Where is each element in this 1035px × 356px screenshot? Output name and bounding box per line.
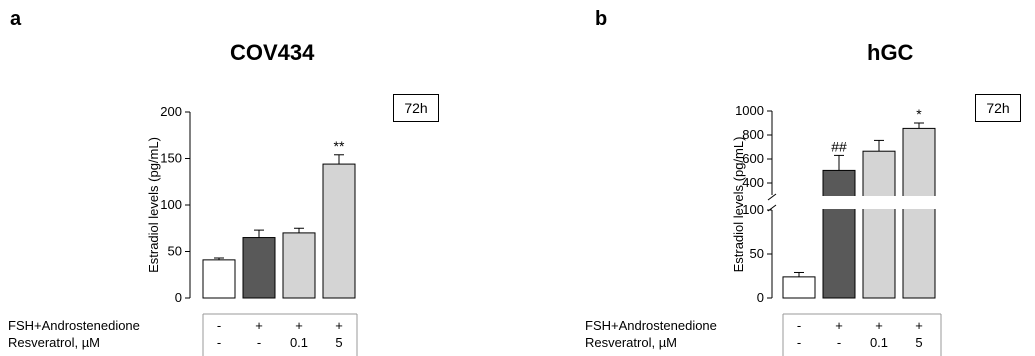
- condition-value: +: [835, 318, 843, 333]
- bar: [282, 232, 316, 299]
- chart-area: 0 50 100 150 200 Estradiol levels (pg/mL) ** FS…: [8, 104, 358, 356]
- bar: [782, 276, 816, 299]
- condition-value: 0.1: [290, 335, 308, 350]
- y-tick-label: 0: [757, 290, 764, 305]
- y-axis-title: Estradiol levels (pg/mL): [731, 137, 746, 273]
- bar: [822, 169, 856, 299]
- significance-label: **: [334, 138, 345, 154]
- condition-label: Resveratrol, µM: [585, 335, 677, 350]
- y-tick-label: 1000: [735, 103, 764, 118]
- condition-value: +: [875, 318, 883, 333]
- panel-b: b hGC 72h 0 50 100 400 600 800 1000 Estradiol l…: [517, 0, 1035, 356]
- condition-value: -: [217, 318, 221, 333]
- condition-value: -: [797, 318, 801, 333]
- condition-value: 0.1: [870, 335, 888, 350]
- y-tick-label: 50: [168, 244, 182, 259]
- condition-label: FSH+Androstenedione: [8, 318, 140, 333]
- significance-label: ##: [831, 138, 847, 154]
- y-tick-label: 100: [160, 197, 182, 212]
- y-tick-label: 50: [750, 246, 764, 261]
- y-tick-label: 800: [742, 127, 764, 142]
- condition-value: -: [217, 335, 221, 350]
- panel-a: a COV434 72h 0 50 100 150 200 Estradiol level…: [0, 0, 517, 356]
- bar: [862, 150, 896, 299]
- condition-label: FSH+Androstenedione: [585, 318, 717, 333]
- y-tick-label: 150: [160, 151, 182, 166]
- chart-area: 0 50 100 400 600 800 1000 Estradiol levels (pg/…: [585, 103, 942, 356]
- timepoint-box: 72h: [393, 94, 439, 122]
- y-tick-label: 0: [175, 290, 182, 305]
- bar: [242, 237, 276, 299]
- y-tick-label: 600: [742, 151, 764, 166]
- chart-title: COV434: [230, 40, 315, 65]
- condition-value: +: [915, 318, 923, 333]
- bar: [902, 127, 936, 299]
- significance-label: *: [916, 106, 922, 122]
- bar: [202, 259, 236, 299]
- y-axis-title: Estradiol levels (pg/mL): [146, 137, 161, 273]
- y-tick-label: 200: [160, 104, 182, 119]
- axis-break-mark: [767, 204, 777, 212]
- condition-label: Resveratrol, µM: [8, 335, 100, 350]
- condition-value: +: [255, 318, 263, 333]
- y-tick-label: 100: [742, 202, 764, 217]
- panel-letter: a: [10, 8, 22, 30]
- bar: [322, 163, 356, 299]
- axis-break-mark: [767, 193, 777, 201]
- condition-value: +: [335, 318, 343, 333]
- condition-value: 5: [335, 335, 342, 350]
- condition-value: 5: [915, 335, 922, 350]
- timepoint-box: 72h: [975, 94, 1021, 122]
- condition-value: +: [295, 318, 303, 333]
- chart-title: hGC: [867, 40, 914, 65]
- condition-value: -: [797, 335, 801, 350]
- panel-letter: b: [595, 8, 608, 30]
- condition-value: -: [257, 335, 261, 350]
- y-tick-label: 400: [742, 175, 764, 190]
- condition-value: -: [837, 335, 841, 350]
- axis-break-gap: [770, 196, 939, 209]
